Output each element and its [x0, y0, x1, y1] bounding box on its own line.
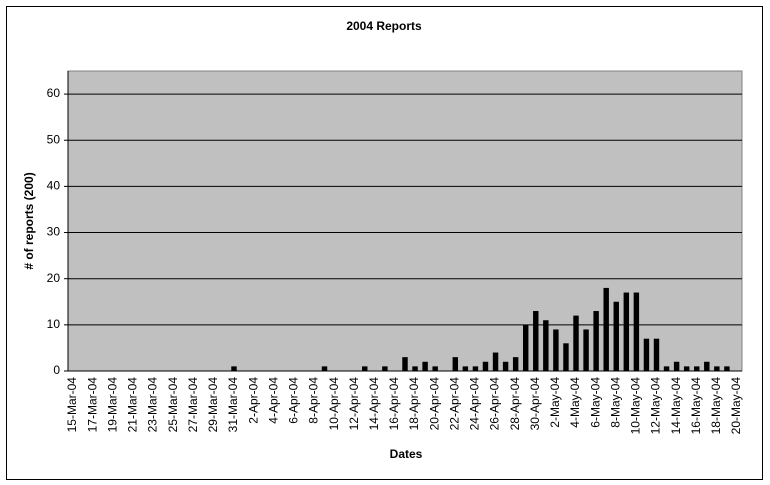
x-tick-label: 19-Mar-04 [105, 377, 119, 433]
bar [553, 329, 559, 371]
y-axis-title: # of reports (200) [22, 172, 36, 269]
x-tick-label: 12-May-04 [649, 377, 663, 435]
x-tick-label: 16-May-04 [689, 377, 703, 435]
bar [362, 366, 368, 371]
x-axis-title: Dates [390, 447, 423, 461]
x-tick-label: 20-Apr-04 [427, 377, 441, 431]
bar [462, 366, 469, 371]
bar [422, 361, 428, 371]
x-tick-label: 6-May-04 [588, 377, 602, 428]
x-tick-label: 2-May-04 [548, 377, 562, 428]
x-tick-label: 4-Apr-04 [266, 377, 280, 424]
x-tick-label: 14-Apr-04 [367, 377, 381, 431]
x-tick-label: 6-Apr-04 [287, 377, 301, 424]
bar [523, 324, 529, 371]
y-tick-label: 50 [47, 132, 61, 146]
x-tick-label: 18-Apr-04 [407, 377, 421, 431]
bar [412, 366, 418, 371]
bar [382, 366, 388, 371]
x-tick-label: 10-Apr-04 [327, 377, 341, 431]
bar [724, 366, 730, 371]
x-tick-label: 26-Apr-04 [488, 377, 502, 431]
bar [543, 320, 549, 371]
y-tick-label: 30 [47, 225, 61, 239]
bar [633, 292, 640, 371]
y-tick-label: 10 [47, 317, 61, 331]
x-tick-label: 8-Apr-04 [307, 377, 321, 424]
x-tick-label: 31-Mar-04 [226, 377, 240, 433]
bar [683, 366, 690, 371]
x-tick-label: 28-Apr-04 [508, 377, 522, 431]
bar [502, 361, 509, 371]
x-tick-label: 24-Apr-04 [468, 377, 482, 431]
bar [714, 366, 720, 371]
x-tick-label: 25-Mar-04 [166, 377, 180, 433]
x-tick-label: 12-Apr-04 [347, 377, 361, 431]
x-tick-label: 2-Apr-04 [246, 377, 260, 424]
x-tick-label: 15-Mar-04 [65, 377, 79, 433]
bar [643, 338, 650, 371]
bar [563, 343, 569, 371]
x-tick-label: 14-May-04 [669, 377, 683, 435]
bar [472, 366, 479, 371]
y-tick-label: 0 [53, 363, 60, 377]
x-tick-label: 17-Mar-04 [85, 377, 99, 433]
bar [452, 357, 459, 371]
chart-title: 2004 Reports [346, 19, 422, 33]
x-tick-label: 16-Apr-04 [387, 377, 401, 431]
bar [653, 338, 660, 371]
x-tick-label: 4-May-04 [568, 377, 582, 428]
bar [512, 357, 519, 371]
bar [533, 311, 539, 371]
bar [402, 357, 408, 371]
y-tick-label: 60 [47, 86, 61, 100]
bar [231, 366, 237, 371]
x-tick-label: 29-Mar-04 [206, 377, 220, 433]
x-tick-label: 10-May-04 [629, 377, 643, 435]
bar [492, 352, 499, 371]
bar [321, 366, 328, 371]
bar [593, 311, 599, 371]
bar [623, 292, 630, 371]
x-tick-label: 21-Mar-04 [126, 377, 140, 433]
bar [573, 315, 579, 371]
bar [482, 361, 489, 371]
bar [704, 361, 710, 371]
x-tick-label: 23-Mar-04 [146, 377, 160, 433]
bar [613, 301, 619, 371]
y-tick-label: 40 [47, 179, 61, 193]
x-tick-label: 8-May-04 [608, 377, 622, 428]
x-tick-label: 27-Mar-04 [186, 377, 200, 433]
x-tick-label: 20-May-04 [729, 377, 743, 435]
x-tick-label: 22-Apr-04 [447, 377, 461, 431]
y-tick-label: 20 [47, 271, 61, 285]
x-tick-label: 18-May-04 [709, 377, 723, 435]
bar [694, 366, 700, 371]
x-tick-label: 30-Apr-04 [528, 377, 542, 431]
bar [673, 361, 680, 371]
bar [583, 329, 589, 371]
bar [432, 366, 438, 371]
bar [603, 287, 609, 371]
bar [663, 366, 670, 371]
plot-area [67, 70, 743, 372]
